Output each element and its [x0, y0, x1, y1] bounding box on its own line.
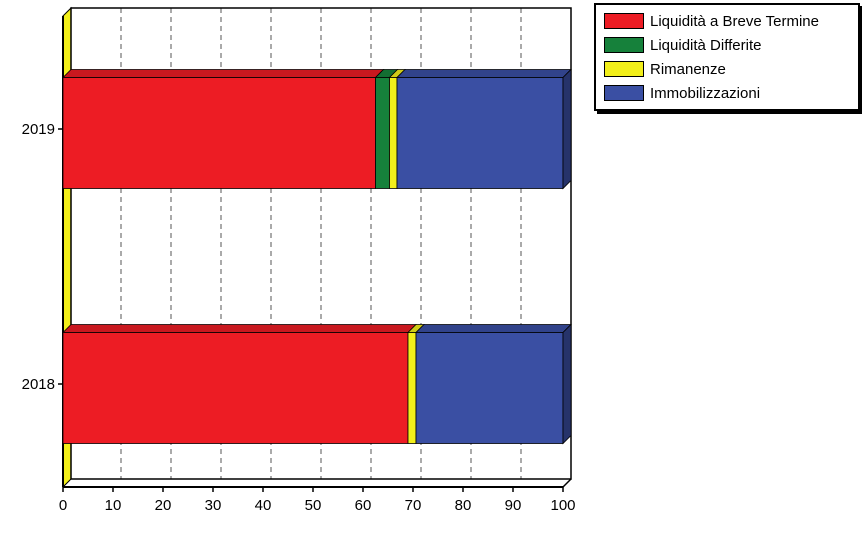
x-tick-label: 50 — [305, 497, 322, 514]
legend-item: Immobilizzazioni — [604, 83, 760, 103]
bar-side-face — [562, 68, 572, 190]
bar-top-face — [62, 69, 385, 78]
bar-side-face — [562, 323, 572, 445]
legend-label: Immobilizzazioni — [650, 84, 761, 102]
y-tick-label: 2019 — [22, 121, 55, 138]
legend-swatch — [604, 61, 644, 77]
plot-frame — [70, 7, 572, 480]
x-tick-label: 30 — [205, 497, 222, 514]
bar-top-face — [396, 69, 572, 78]
x-tick-label: 20 — [155, 497, 172, 514]
x-tick-label: 70 — [405, 497, 422, 514]
bar-front-face — [389, 77, 398, 189]
x-tick-label: 80 — [455, 497, 472, 514]
bar-front-face — [396, 77, 564, 189]
x-tick-label: 10 — [105, 497, 122, 514]
x-tick-label: 60 — [355, 497, 372, 514]
legend-label: Liquidità a Breve Termine — [650, 12, 819, 30]
y-tick-label: 2018 — [22, 376, 55, 393]
bars — [62, 68, 572, 445]
bar-segment — [396, 69, 572, 189]
x-tick-label: 40 — [255, 497, 272, 514]
bar-front-face — [407, 332, 417, 444]
legend-item: Rimanenze — [604, 59, 726, 79]
bar-front-face — [62, 332, 409, 444]
bar-segment — [415, 324, 572, 444]
x-axis-depth — [562, 478, 572, 488]
x-axis-ticks: 0 10 20 30 40 50 60 70 80 90 100 — [59, 487, 576, 514]
legend-swatch — [604, 13, 644, 29]
x-tick-label: 90 — [505, 497, 522, 514]
legend-label: Liquidità Differite — [650, 36, 762, 54]
bar-segment — [62, 324, 417, 444]
x-tick-label: 0 — [59, 497, 67, 514]
legend-swatch — [604, 85, 644, 101]
x-tick-label: 100 — [550, 497, 575, 514]
legend-swatch — [604, 37, 644, 53]
bar-top-face — [415, 324, 572, 333]
bar-top-face — [62, 324, 417, 333]
y-axis-ticks: 2019 2018 — [22, 121, 63, 393]
legend-item: Liquidità a Breve Termine — [604, 11, 819, 31]
bar-segment — [62, 69, 385, 189]
legend-label: Rimanenze — [650, 60, 726, 78]
bar-front-face — [375, 77, 390, 189]
bar-front-face — [62, 77, 376, 189]
legend: Liquidità a Breve Termine Liquidità Diff… — [594, 3, 860, 111]
bar-front-face — [415, 332, 564, 444]
legend-item: Liquidità Differite — [604, 35, 761, 55]
